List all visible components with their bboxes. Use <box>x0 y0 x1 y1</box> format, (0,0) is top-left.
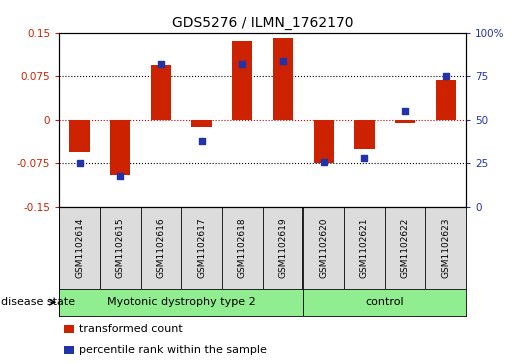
Text: GSM1102617: GSM1102617 <box>197 217 206 278</box>
Title: GDS5276 / ILMN_1762170: GDS5276 / ILMN_1762170 <box>172 16 353 30</box>
Bar <box>59 289 303 316</box>
Text: GSM1102615: GSM1102615 <box>116 217 125 278</box>
Text: control: control <box>366 297 404 307</box>
Bar <box>314 120 334 163</box>
Point <box>360 155 368 161</box>
Text: GSM1102621: GSM1102621 <box>360 217 369 278</box>
Point <box>441 73 450 79</box>
Point <box>116 173 124 179</box>
Bar <box>436 80 456 120</box>
Text: Myotonic dystrophy type 2: Myotonic dystrophy type 2 <box>107 297 255 307</box>
Point <box>401 108 409 114</box>
Bar <box>395 120 415 123</box>
Bar <box>232 41 252 120</box>
Point <box>279 58 287 64</box>
Point <box>197 138 205 144</box>
Text: GSM1102622: GSM1102622 <box>401 217 409 278</box>
Point <box>75 160 83 166</box>
Text: GSM1102614: GSM1102614 <box>75 217 84 278</box>
Point <box>238 61 246 67</box>
Text: disease state: disease state <box>1 297 75 307</box>
Point <box>157 61 165 67</box>
Bar <box>151 65 171 120</box>
Bar <box>303 289 466 316</box>
Bar <box>64 346 74 354</box>
Bar <box>110 120 130 175</box>
Bar <box>273 38 293 120</box>
Text: GSM1102623: GSM1102623 <box>441 217 450 278</box>
Text: GSM1102620: GSM1102620 <box>319 217 328 278</box>
Bar <box>192 120 212 127</box>
Point <box>319 159 328 164</box>
Text: GSM1102616: GSM1102616 <box>157 217 165 278</box>
Bar <box>70 120 90 152</box>
Bar <box>64 325 74 333</box>
Text: GSM1102618: GSM1102618 <box>238 217 247 278</box>
Text: transformed count: transformed count <box>79 324 182 334</box>
Text: percentile rank within the sample: percentile rank within the sample <box>79 345 267 355</box>
Text: GSM1102619: GSM1102619 <box>279 217 287 278</box>
Bar <box>354 120 374 149</box>
